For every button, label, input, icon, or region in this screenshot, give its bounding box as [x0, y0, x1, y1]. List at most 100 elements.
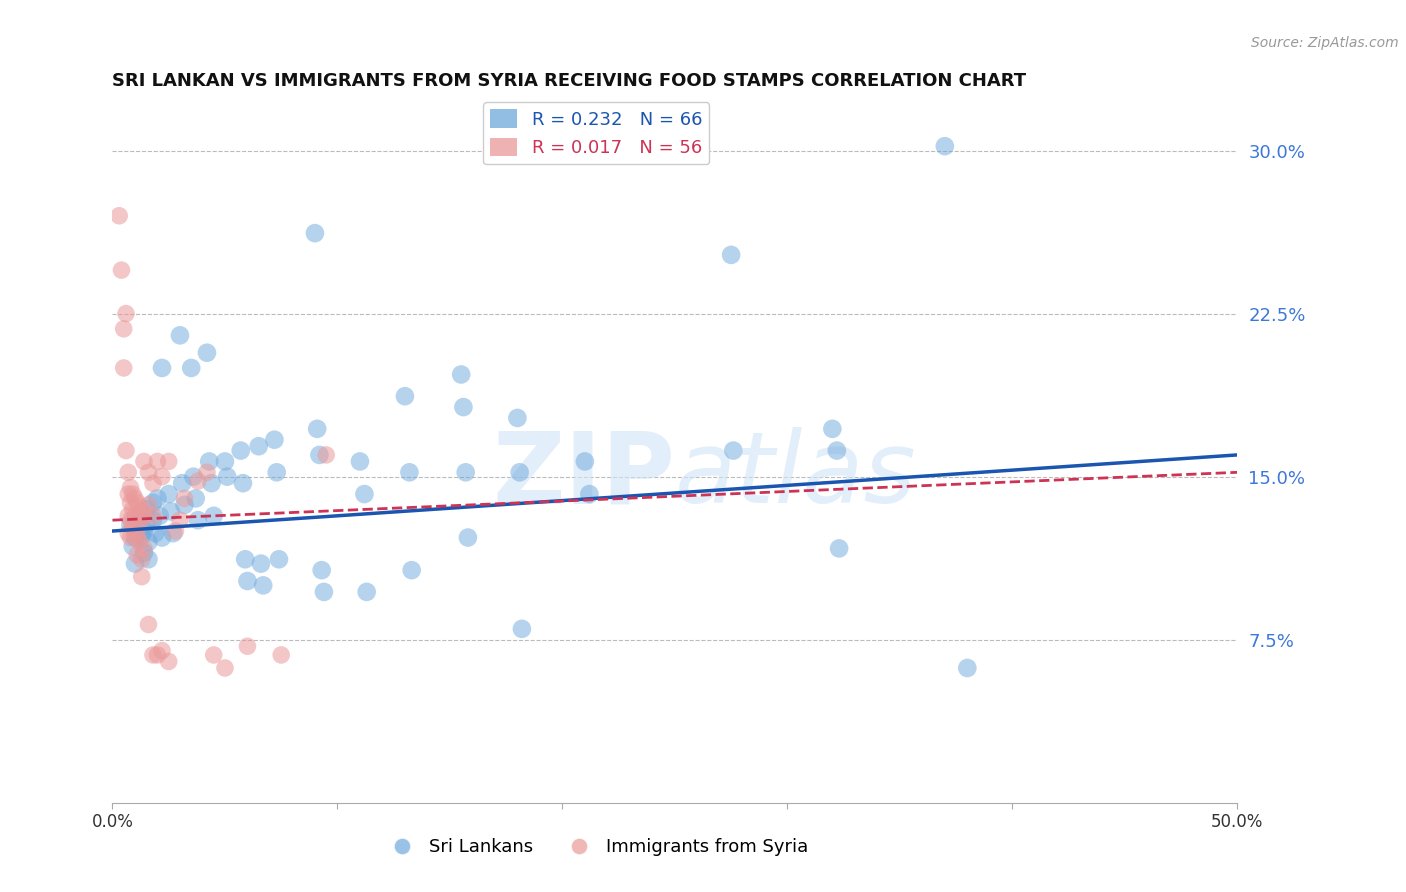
Point	[131, 504, 153, 518]
Point	[138, 617, 160, 632]
Point	[187, 513, 209, 527]
Point	[172, 476, 194, 491]
Point	[142, 496, 165, 510]
Point	[578, 487, 600, 501]
Point	[266, 466, 288, 480]
Point	[169, 513, 191, 527]
Point	[146, 491, 169, 506]
Point	[138, 498, 160, 512]
Point	[304, 226, 326, 240]
Point	[112, 322, 135, 336]
Point	[117, 526, 139, 541]
Point	[453, 400, 475, 414]
Point	[229, 443, 252, 458]
Point	[120, 531, 142, 545]
Point	[157, 487, 180, 501]
Point	[509, 466, 531, 480]
Point	[398, 466, 420, 480]
Legend: Sri Lankans, Immigrants from Syria: Sri Lankans, Immigrants from Syria	[377, 831, 815, 863]
Point	[247, 439, 270, 453]
Point	[232, 476, 254, 491]
Point	[127, 513, 149, 527]
Point	[162, 526, 184, 541]
Point	[195, 345, 218, 359]
Point	[828, 541, 851, 556]
Point	[157, 655, 180, 669]
Point	[128, 500, 150, 514]
Point	[202, 648, 225, 662]
Point	[312, 585, 335, 599]
Point	[115, 443, 138, 458]
Point	[198, 454, 221, 468]
Point	[311, 563, 333, 577]
Point	[121, 539, 143, 553]
Point	[236, 574, 259, 588]
Point	[180, 360, 202, 375]
Point	[121, 502, 143, 516]
Point	[135, 502, 157, 516]
Point	[233, 552, 256, 566]
Point	[138, 552, 160, 566]
Point	[202, 508, 225, 523]
Point	[115, 307, 138, 321]
Point	[401, 563, 423, 577]
Point	[127, 548, 149, 562]
Point	[214, 661, 236, 675]
Point	[825, 443, 848, 458]
Point	[169, 328, 191, 343]
Point	[142, 648, 165, 662]
Point	[112, 360, 135, 375]
Point	[121, 519, 143, 533]
Point	[117, 466, 139, 480]
Point	[214, 454, 236, 468]
Point	[124, 508, 146, 523]
Point	[131, 552, 153, 566]
Point	[173, 491, 195, 506]
Point	[510, 622, 533, 636]
Point	[356, 585, 378, 599]
Point	[187, 474, 209, 488]
Point	[236, 639, 259, 653]
Point	[108, 209, 131, 223]
Point	[574, 454, 596, 468]
Point	[252, 578, 274, 592]
Point	[263, 433, 285, 447]
Point	[184, 491, 207, 506]
Point	[821, 422, 844, 436]
Point	[142, 476, 165, 491]
Point	[173, 498, 195, 512]
Point	[157, 454, 180, 468]
Point	[956, 661, 979, 675]
Text: SRI LANKAN VS IMMIGRANTS FROM SYRIA RECEIVING FOOD STAMPS CORRELATION CHART: SRI LANKAN VS IMMIGRANTS FROM SYRIA RECE…	[112, 72, 1026, 90]
Point	[160, 504, 183, 518]
Point	[315, 448, 337, 462]
Point	[146, 454, 169, 468]
Point	[195, 466, 218, 480]
Point	[457, 531, 479, 545]
Point	[150, 360, 173, 375]
Point	[353, 487, 375, 501]
Point	[150, 469, 173, 483]
Point	[307, 422, 329, 436]
Point	[135, 517, 157, 532]
Point	[349, 454, 371, 468]
Point	[132, 546, 155, 560]
Point	[143, 526, 166, 541]
Point	[138, 534, 160, 549]
Point	[150, 643, 173, 657]
Point	[165, 524, 187, 538]
Point	[128, 534, 150, 549]
Point	[124, 557, 146, 571]
Point	[120, 517, 142, 532]
Point	[267, 552, 290, 566]
Point	[124, 491, 146, 506]
Point	[128, 508, 150, 523]
Point	[124, 526, 146, 541]
Point	[131, 570, 153, 584]
Text: ZIP: ZIP	[492, 427, 675, 524]
Point	[132, 541, 155, 556]
Point	[934, 139, 956, 153]
Point	[132, 454, 155, 468]
Text: Source: ZipAtlas.com: Source: ZipAtlas.com	[1251, 36, 1399, 50]
Point	[132, 524, 155, 538]
